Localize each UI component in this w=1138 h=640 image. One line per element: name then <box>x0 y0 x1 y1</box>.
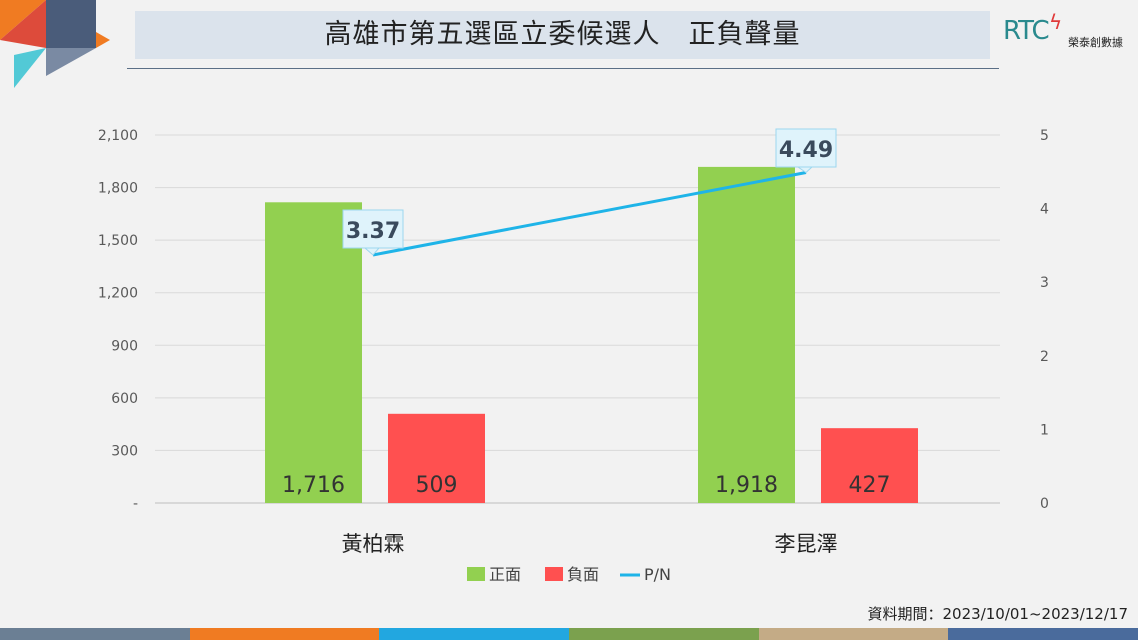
bar-value-label: 1,918 <box>715 473 778 498</box>
ratio-callout-box <box>775 128 837 168</box>
bar-value-label: 427 <box>849 473 891 498</box>
legend-label-ratio: P/N <box>644 565 671 584</box>
y-right-tick-label: 4 <box>1040 202 1049 218</box>
legend-label-positive: 正面 <box>489 565 521 584</box>
ratio-callout-pointer <box>796 166 814 174</box>
bar-positive <box>265 202 362 503</box>
y-right-tick-label: 5 <box>1040 128 1049 144</box>
ratio-value-label: 4.49 <box>779 138 833 163</box>
legend-label-negative: 負面 <box>567 565 599 584</box>
y-left-tick-label: 900 <box>111 338 138 354</box>
bar-value-label: 1,716 <box>282 473 345 498</box>
y-left-tick-label: 1,500 <box>98 233 138 249</box>
bottom-bar-segment <box>0 628 190 640</box>
ratio-callout-box <box>342 209 404 249</box>
data-period: 資料期間：2023/10/01~2023/12/17 <box>867 605 1128 623</box>
bottom-bar-segment <box>948 628 1138 640</box>
x-category-label: 李昆澤 <box>775 532 838 556</box>
y-right-tick-label: 1 <box>1040 422 1049 438</box>
x-category-label: 黃柏霖 <box>342 532 405 556</box>
bottom-color-bar <box>0 628 1138 640</box>
bar-negative <box>388 413 485 503</box>
y-left-tick-label: 300 <box>111 443 138 459</box>
y-left-tick-label: 1,800 <box>98 181 138 197</box>
ratio-callout-pointer <box>363 247 381 256</box>
title-banner <box>135 11 990 59</box>
logo: RTC <box>1003 16 1050 46</box>
y-left-tick-label: 1,200 <box>98 286 138 302</box>
y-left-tick-label: 600 <box>111 391 138 407</box>
bottom-bar-segment <box>569 628 759 640</box>
y-right-tick-label: 3 <box>1040 275 1049 291</box>
bar-value-label: 509 <box>416 473 458 498</box>
bottom-bar-segment <box>379 628 570 640</box>
y-right-tick-label: 0 <box>1040 496 1049 512</box>
y-left-tick-label: 2,100 <box>98 128 138 144</box>
title-divider <box>127 68 999 69</box>
bar-positive <box>698 166 795 504</box>
ratio-line <box>372 171 807 257</box>
bar-negative <box>821 428 918 503</box>
bottom-bar-segment <box>189 628 380 640</box>
legend-swatch-positive <box>467 567 485 581</box>
ratio-value-label: 3.37 <box>346 219 400 244</box>
logo-subtitle: 榮泰創數據 <box>1068 36 1123 49</box>
chart-title: 高雄市第五選區立委候選人 正負聲量 <box>324 19 801 50</box>
y-left-tick-label: - <box>133 496 138 512</box>
sentiment-chart: - 300 600 900 1,200 1,500 1,800 2,100 0 1 2 3 4 5 1,71… <box>98 128 1049 584</box>
logo-mark-icon: ϟ <box>1049 10 1063 34</box>
decorative-triangles <box>0 0 110 88</box>
legend-swatch-negative <box>545 567 563 581</box>
bottom-bar-segment <box>758 628 949 640</box>
y-right-tick-label: 2 <box>1040 349 1049 365</box>
